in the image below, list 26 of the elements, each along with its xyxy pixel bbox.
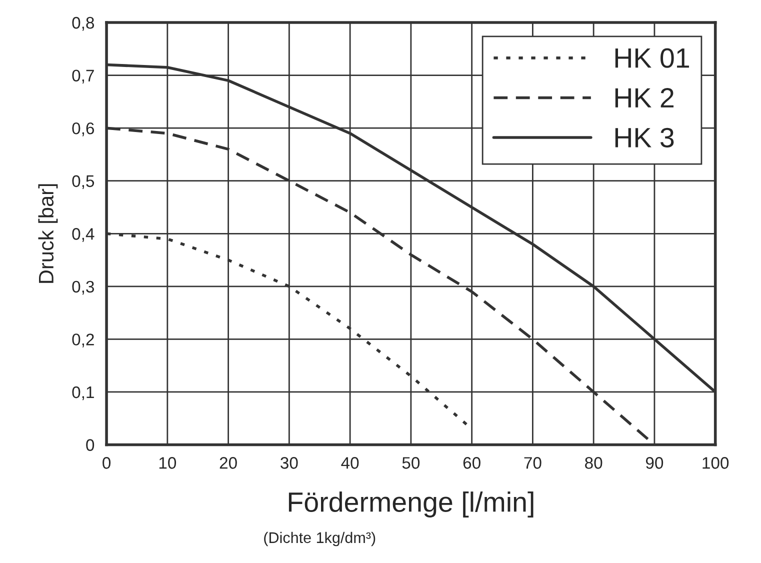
y-tick-label: 0,3 — [72, 280, 94, 295]
x-tick-label: 90 — [646, 457, 664, 469]
y-tick-label: 0,4 — [72, 228, 94, 242]
x-tick-label: 30 — [280, 457, 298, 469]
x-tick-label: 10 — [159, 457, 176, 469]
x-tick-label: 50 — [402, 457, 420, 469]
y-tick-label: 0,1 — [72, 386, 94, 400]
text: (Dichte 1kg/dm³) — [264, 532, 376, 546]
legend-label: HK 3 — [615, 128, 674, 148]
y-axis-title: Druck [bar] — [38, 184, 58, 283]
x-tick-label: 40 — [341, 457, 359, 469]
x-tick-label: 20 — [220, 457, 237, 469]
y-tick-label: 0,5 — [72, 175, 94, 190]
y-tick-label: 0,2 — [72, 334, 94, 348]
x-tick-label: 100 — [702, 457, 729, 469]
y-tick-label: 0,8 — [72, 16, 94, 31]
y-tick-label: 0,7 — [72, 70, 94, 84]
x-tick-label: 70 — [524, 457, 542, 469]
legend-label: HK 2 — [615, 88, 674, 108]
x-tick-label: 80 — [585, 457, 602, 469]
x-tick-label: 60 — [463, 457, 480, 469]
legend-label: HK 01 — [615, 48, 689, 68]
x-axis-title: Fördermenge [l/min] — [288, 492, 534, 518]
y-tick-label: 0 — [86, 439, 94, 451]
x-tick-label: 0 — [102, 457, 111, 469]
y-tick-label: 0,6 — [72, 122, 94, 136]
